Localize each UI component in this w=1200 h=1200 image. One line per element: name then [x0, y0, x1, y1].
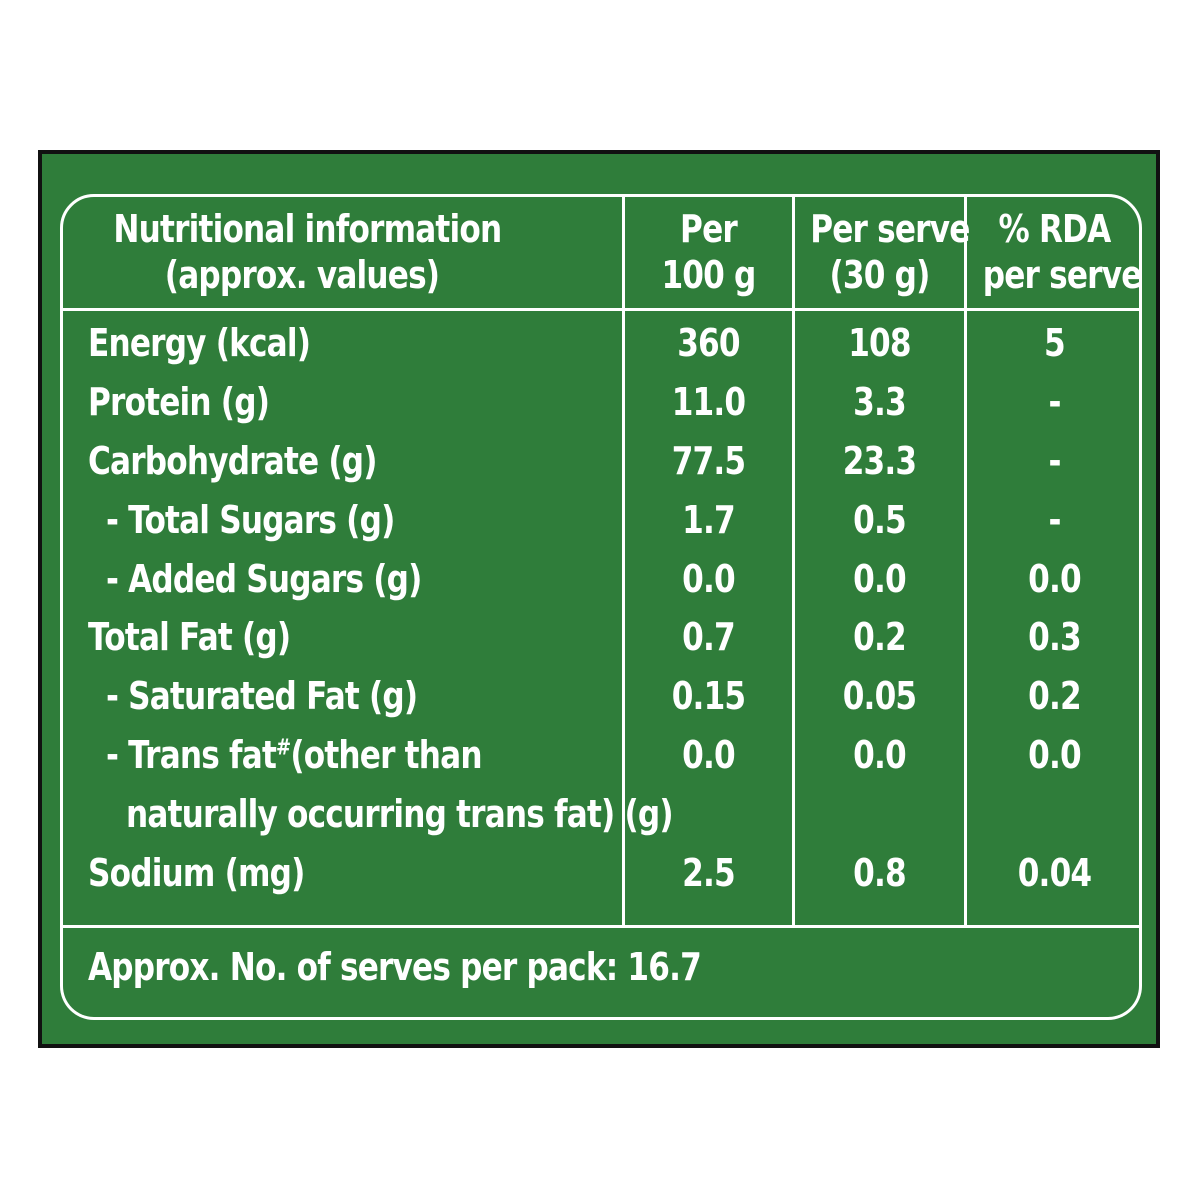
row-label-total-fat: Total Fat (g)	[88, 615, 291, 659]
trans-fat-per-serve: 0.0	[853, 733, 907, 777]
row-label-saturated-fat: - Saturated Fat (g)	[106, 674, 418, 718]
row-label-trans-fat: - Trans fat#(other than	[106, 733, 483, 777]
row-label-protein: Protein (g)	[88, 380, 270, 424]
row-label-added-sugars: - Added Sugars (g)	[106, 557, 422, 601]
carbohydrate-per-100g: 77.5	[671, 439, 746, 483]
total-sugars-per-100g: 1.7	[682, 498, 736, 542]
trans-fat-footnote-mark: #	[276, 735, 291, 761]
total-fat-per-serve: 0.2	[853, 615, 907, 659]
energy-per-serve: 108	[848, 321, 911, 365]
header-rda: % RDA per serve	[982, 207, 1143, 297]
row-label-energy: Energy (kcal)	[88, 321, 311, 365]
row-label-total-sugars: - Total Sugars (g)	[106, 498, 395, 542]
saturated-fat-per-serve: 0.05	[842, 674, 917, 718]
energy-rda: 5	[1044, 321, 1066, 365]
header-divider	[60, 308, 1142, 311]
added-sugars-per-serve: 0.0	[853, 557, 907, 601]
total-sugars-per-serve: 0.5	[853, 498, 907, 542]
nutrition-table-frame	[60, 194, 1142, 928]
nutrition-panel: Nutritional information (approx. values)…	[38, 150, 1160, 1048]
total-fat-per-100g: 0.7	[682, 615, 736, 659]
trans-fat-rda: 0.0	[1028, 733, 1082, 777]
column-divider	[622, 194, 625, 928]
protein-rda: -	[1048, 380, 1061, 424]
saturated-fat-per-100g: 0.15	[671, 674, 746, 718]
row-label-sodium: Sodium (mg)	[88, 851, 305, 895]
carbohydrate-per-serve: 23.3	[842, 439, 917, 483]
sodium-per-100g: 2.5	[682, 851, 736, 895]
column-divider	[792, 194, 795, 928]
total-sugars-rda: -	[1048, 498, 1061, 542]
sodium-per-serve: 0.8	[853, 851, 907, 895]
header-per-100g: Per 100 g	[661, 207, 756, 297]
sodium-rda: 0.04	[1017, 851, 1092, 895]
header-nutritional-info: Nutritional information (approx. values)	[113, 207, 502, 297]
saturated-fat-rda: 0.2	[1028, 674, 1082, 718]
serves-per-pack: Approx. No. of serves per pack: 16.7	[88, 945, 702, 989]
added-sugars-rda: 0.0	[1028, 557, 1082, 601]
row-label-carbohydrate: Carbohydrate (g)	[88, 439, 378, 483]
column-divider	[964, 194, 967, 928]
footer-frame	[60, 928, 1142, 1020]
carbohydrate-rda: -	[1048, 439, 1061, 483]
header-per-serve: Per serve (30 g)	[810, 207, 970, 297]
added-sugars-per-100g: 0.0	[682, 557, 736, 601]
trans-fat-per-100g: 0.0	[682, 733, 736, 777]
total-fat-rda: 0.3	[1028, 615, 1082, 659]
protein-per-100g: 11.0	[671, 380, 746, 424]
protein-per-serve: 3.3	[853, 380, 907, 424]
row-label-trans-fat-continued: naturally occurring trans fat) (g)	[126, 792, 674, 836]
energy-per-100g: 360	[677, 321, 740, 365]
